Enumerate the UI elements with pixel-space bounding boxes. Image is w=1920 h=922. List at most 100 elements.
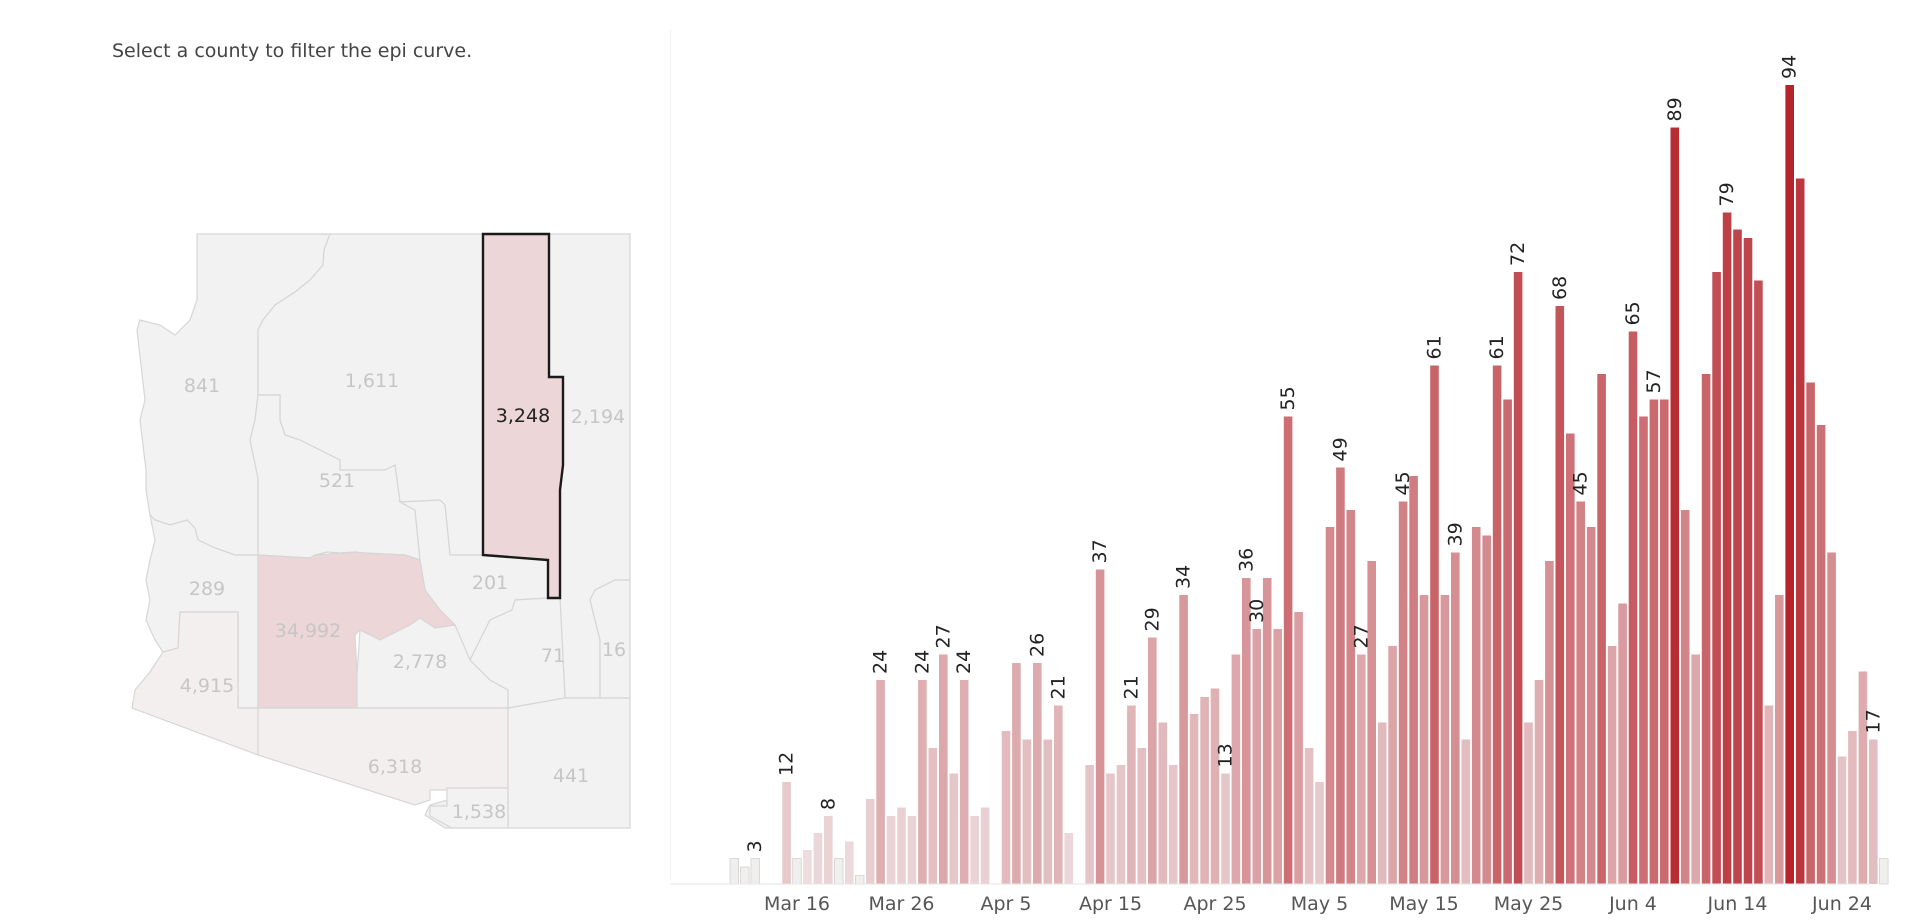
bar-label-day-35: 37 (1089, 539, 1111, 563)
bar-label-day-38: 21 (1120, 675, 1142, 699)
bar-day-61 (1367, 561, 1376, 884)
bar-day-92 (1691, 654, 1700, 884)
bar-day-5 (782, 782, 791, 884)
bar-day-89 (1660, 399, 1669, 884)
bar-label-day-9: 8 (817, 798, 839, 810)
bar-day-68 (1440, 595, 1450, 884)
bar-day-15 (886, 816, 896, 884)
bar-day-53 (1283, 416, 1293, 884)
bar-day-109 (1869, 739, 1878, 884)
county-label-greenlee: 16 (602, 639, 626, 661)
county-santa-cruz[interactable] (429, 787, 509, 829)
bar-day-85 (1618, 603, 1627, 884)
bar-day-43 (1179, 595, 1188, 884)
selected-county-outline (481, 232, 565, 600)
county-map[interactable]: 841 1,611 3,248 2,194 521 201 289 34,992… (0, 0, 660, 922)
bar-day-93 (1701, 374, 1711, 884)
x-tick-label-10: Jun 24 (1811, 893, 1872, 915)
bar-day-77 (1534, 680, 1544, 884)
bar-label-day-86: 65 (1622, 301, 1644, 325)
x-tick-label-4: Apr 25 (1183, 893, 1246, 915)
bar-day-59 (1346, 510, 1356, 884)
bar-day-79 (1555, 306, 1565, 884)
bar-day-26 (1001, 731, 1011, 884)
panel-divider (670, 30, 671, 880)
bar-day-49 (1242, 578, 1251, 884)
county-yuma[interactable] (131, 611, 259, 756)
bar-label-day-95: 79 (1716, 182, 1738, 206)
bar-label-day-73: 61 (1486, 335, 1508, 359)
bar-day-23 (970, 816, 979, 884)
bar-day-60 (1357, 654, 1366, 884)
bar-day-65 (1409, 476, 1418, 884)
x-tick-label-2: Apr 5 (981, 893, 1032, 915)
bar-label-day-22: 24 (953, 650, 975, 674)
bar-day-78 (1545, 561, 1554, 884)
bar-label-day-88: 57 (1643, 369, 1665, 393)
bar-day-35 (1095, 569, 1105, 884)
county-label-maricopa: 34,992 (275, 620, 341, 642)
bar-day-99 (1764, 705, 1774, 884)
bar-day-70 (1461, 739, 1471, 884)
bar-day-104 (1816, 425, 1826, 884)
bar-day-20 (939, 654, 948, 884)
bar-day-8 (813, 833, 823, 884)
bar-day-108 (1858, 671, 1868, 884)
bar-label-day-29: 26 (1026, 633, 1048, 657)
bar-day-55 (1304, 748, 1314, 884)
filter-instruction: Select a county to filter the epi curve. (112, 40, 473, 62)
bar-day-18 (918, 680, 927, 884)
bar-day-94 (1712, 272, 1721, 884)
county-label-santa-cruz: 1,538 (452, 801, 506, 823)
bar-label-day-47: 13 (1215, 743, 1237, 767)
bar-label-day-53: 55 (1277, 386, 1299, 410)
bar-day-62 (1377, 722, 1387, 884)
bar-day-96 (1733, 229, 1742, 884)
bar-day-36 (1106, 773, 1115, 884)
bar-day-57 (1325, 527, 1335, 884)
bar-day-0 (729, 858, 740, 885)
bar-day-45 (1200, 697, 1209, 884)
bar-label-day-75: 72 (1507, 242, 1529, 266)
bar-day-16 (897, 807, 906, 884)
county-map-shapes[interactable] (131, 232, 631, 829)
bar-label-day-31: 21 (1047, 675, 1069, 699)
bar-day-105 (1827, 552, 1836, 884)
county-label-gila: 201 (472, 572, 508, 594)
bar-day-52 (1273, 629, 1282, 884)
x-tick-label-0: Mar 16 (764, 893, 830, 915)
bar-day-82 (1586, 527, 1596, 884)
county-label-cochise: 441 (553, 765, 589, 787)
bar-day-22 (959, 680, 969, 884)
bar-day-106 (1837, 756, 1847, 884)
bar-day-75 (1513, 272, 1523, 884)
bar-day-74 (1503, 399, 1512, 884)
bar-label-day-58: 49 (1329, 437, 1351, 461)
bar-label-day-67: 61 (1424, 335, 1446, 359)
bar-day-73 (1492, 365, 1502, 884)
bar-day-38 (1127, 705, 1136, 884)
county-label-la-paz: 289 (189, 578, 225, 600)
bar-label-day-20: 27 (932, 624, 954, 648)
bar-label-day-79: 68 (1549, 276, 1571, 300)
county-label-graham: 71 (541, 645, 565, 667)
bar-day-67 (1430, 365, 1439, 884)
bar-day-107 (1848, 731, 1857, 884)
bar-day-100 (1775, 595, 1784, 884)
bar-label-day-18: 24 (911, 650, 933, 674)
x-tick-label-6: May 15 (1389, 893, 1459, 915)
bar-day-71 (1471, 527, 1481, 884)
bar-day-97 (1743, 238, 1753, 884)
county-label-pima: 6,318 (368, 756, 422, 778)
bar-day-32 (1064, 833, 1073, 884)
bar-day-29 (1033, 663, 1042, 884)
chart-bars (729, 85, 1889, 885)
bar-day-64 (1398, 501, 1408, 884)
bar-label-day-90: 89 (1664, 97, 1686, 121)
bar-day-10 (834, 858, 844, 885)
bar-day-69 (1451, 552, 1460, 884)
bar-day-84 (1607, 646, 1617, 884)
bar-day-103 (1806, 382, 1815, 884)
x-tick-label-1: Mar 26 (868, 893, 934, 915)
